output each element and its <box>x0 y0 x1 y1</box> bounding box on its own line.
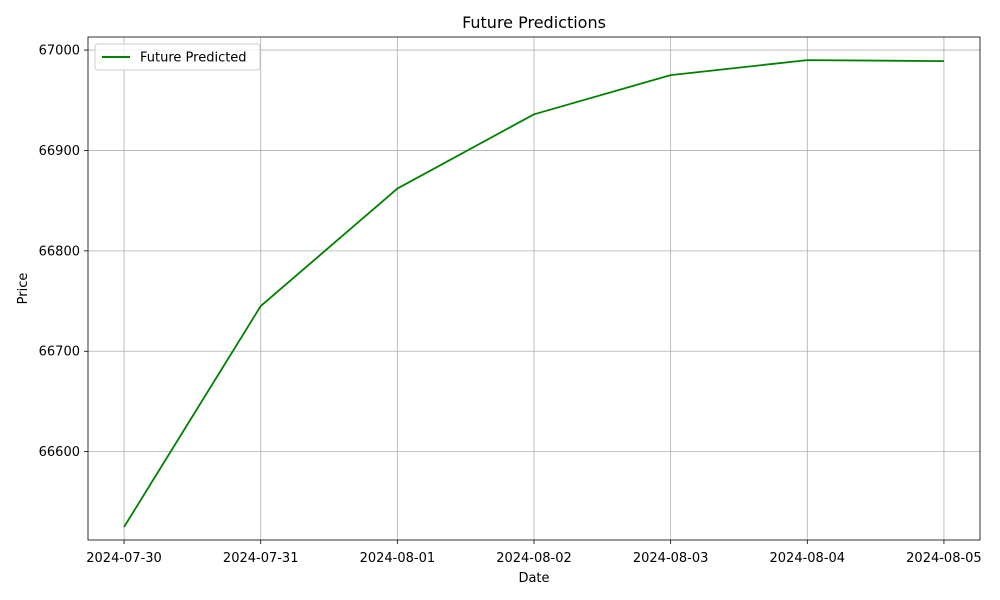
x-tick-label: 2024-08-04 <box>770 551 846 566</box>
x-tick-label: 2024-08-05 <box>906 551 982 566</box>
x-tick-label: 2024-08-01 <box>360 551 436 566</box>
x-axis-title: Date <box>518 571 549 586</box>
y-tick-label: 66800 <box>39 244 80 259</box>
y-tick-label: 66900 <box>39 144 80 159</box>
legend-box <box>94 43 261 71</box>
legend: Future Predicted <box>94 43 261 71</box>
x-tick-label: 2024-07-31 <box>223 551 299 566</box>
x-tick-label: 2024-07-30 <box>86 551 162 566</box>
y-tick-label: 66700 <box>39 345 80 360</box>
x-tick-label: 2024-08-03 <box>633 551 709 566</box>
legend-label: Future Predicted <box>140 51 247 66</box>
x-tick-label: 2024-08-02 <box>496 551 572 566</box>
y-tick-label: 67000 <box>39 44 80 59</box>
ticks-layer: 2024-07-30 2024-07-31 2024-08-01 2024-08-02… <box>39 44 982 566</box>
chart-title: Future Predictions <box>462 13 606 32</box>
series-layer <box>123 59 944 528</box>
y-tick-label: 66600 <box>39 445 80 460</box>
y-axis-title: Price <box>16 273 31 305</box>
